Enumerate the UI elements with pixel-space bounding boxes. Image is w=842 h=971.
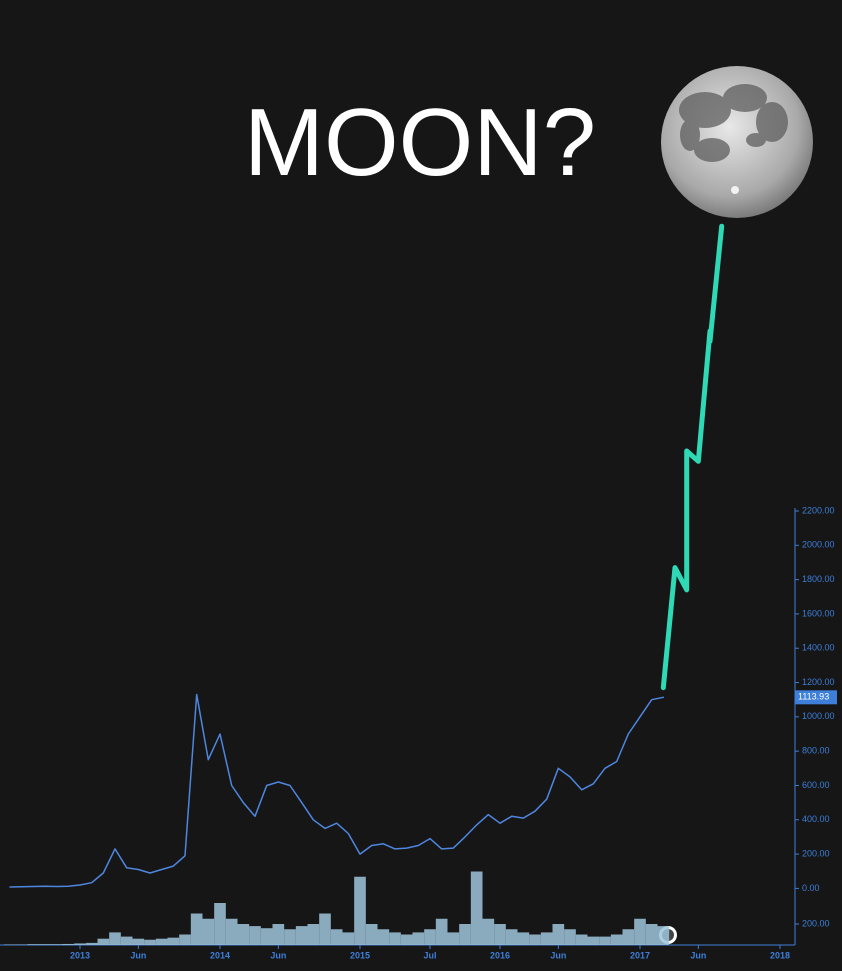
volume-bar bbox=[424, 929, 436, 945]
y-tick-label: 1800.00 bbox=[802, 574, 835, 584]
volume-bar bbox=[167, 937, 180, 945]
volume-bar bbox=[470, 871, 483, 945]
x-tick-label: Jun bbox=[690, 950, 706, 960]
volume-bar bbox=[575, 934, 588, 945]
volume-bar bbox=[482, 918, 495, 945]
price-line bbox=[9, 693, 665, 888]
volume-bar bbox=[494, 924, 506, 945]
volume-bar bbox=[15, 944, 28, 945]
volume-bar bbox=[552, 924, 565, 945]
x-tick-label: 2014 bbox=[210, 950, 230, 960]
y-tick-label: 1000.00 bbox=[802, 711, 835, 721]
volume-bar bbox=[132, 938, 145, 945]
y-tick-label: 600.00 bbox=[802, 780, 830, 790]
volume-bar bbox=[155, 938, 168, 945]
y-tick-label: 1400.00 bbox=[802, 643, 835, 653]
y-tick-label: 800.00 bbox=[802, 746, 830, 756]
volume-bar bbox=[4, 944, 16, 945]
volume-bar bbox=[214, 903, 226, 945]
volume-bar bbox=[307, 924, 320, 945]
volume-bar bbox=[645, 924, 658, 945]
volume-bar bbox=[517, 932, 530, 945]
volume-bar bbox=[505, 929, 518, 945]
volume-bar bbox=[400, 934, 413, 945]
volume-bar bbox=[459, 924, 471, 945]
volume-bar bbox=[284, 929, 296, 945]
volume-bar bbox=[610, 934, 623, 945]
volume-bar bbox=[365, 924, 378, 945]
volume-bar bbox=[85, 942, 98, 945]
last-price-box bbox=[795, 690, 837, 705]
volume-bar bbox=[249, 926, 261, 945]
x-tick-label: Jun bbox=[550, 950, 566, 960]
volume-bar bbox=[144, 939, 156, 945]
y-tick-label: 0.00 bbox=[802, 883, 820, 893]
volume-bar bbox=[587, 936, 600, 945]
volume-bar bbox=[354, 876, 366, 945]
volume-bar bbox=[540, 932, 553, 945]
volume-bar bbox=[319, 913, 331, 945]
volume-bar bbox=[190, 913, 203, 945]
volume-bar bbox=[435, 918, 448, 945]
volume-bar bbox=[272, 924, 285, 945]
y-tick-label: 200.00 bbox=[802, 848, 830, 858]
volume-bar bbox=[225, 918, 238, 945]
y2-tick-label: 200.00 bbox=[802, 918, 830, 928]
volume-bar bbox=[295, 926, 308, 945]
volume-bar bbox=[39, 944, 51, 945]
volume-bar bbox=[412, 932, 425, 945]
x-tick-label: 2016 bbox=[490, 950, 510, 960]
projection-line bbox=[660, 223, 725, 691]
volume-bar bbox=[27, 944, 40, 945]
y-tick-label: 1200.00 bbox=[802, 677, 835, 687]
volume-bar bbox=[62, 943, 75, 945]
x-tick-label: Jun bbox=[130, 950, 146, 960]
volume-bar bbox=[377, 929, 390, 945]
x-tick-label: 2015 bbox=[350, 950, 370, 960]
volume-bar bbox=[237, 924, 250, 945]
volume-bar bbox=[74, 943, 86, 945]
volume-bar bbox=[599, 936, 611, 945]
volume-bar bbox=[622, 929, 635, 945]
volume-bar bbox=[447, 932, 460, 945]
x-tick-label: Jun bbox=[270, 950, 286, 960]
volume-bar bbox=[97, 938, 110, 945]
x-tick-label: 2018 bbox=[770, 950, 790, 960]
chart-title: MOON? bbox=[244, 89, 596, 196]
volume-bar bbox=[202, 918, 215, 945]
y-tick-label: 400.00 bbox=[802, 814, 830, 824]
volume-bar bbox=[657, 926, 670, 945]
last-price-label: 1113.93 bbox=[798, 692, 829, 702]
y-tick-label: 1600.00 bbox=[802, 608, 835, 618]
x-tick-label: Jul bbox=[423, 950, 436, 960]
volume-bar bbox=[342, 932, 355, 945]
moon bbox=[661, 66, 813, 218]
y-tick-label: 2200.00 bbox=[802, 505, 835, 515]
x-tick-label: 2013 bbox=[70, 950, 90, 960]
x-tick-label: 2017 bbox=[630, 950, 650, 960]
volume-bar bbox=[389, 932, 401, 945]
volume-bar bbox=[179, 934, 191, 945]
volume-bar bbox=[260, 928, 273, 945]
volume-bar bbox=[109, 932, 121, 945]
volume-bar bbox=[564, 929, 576, 945]
volume-bar bbox=[120, 936, 133, 945]
y-tick-label: 2000.00 bbox=[802, 540, 835, 550]
volume-bar bbox=[529, 934, 541, 945]
volume-bar bbox=[330, 929, 343, 945]
volume-bar bbox=[634, 918, 646, 945]
volume-bar bbox=[50, 944, 63, 945]
